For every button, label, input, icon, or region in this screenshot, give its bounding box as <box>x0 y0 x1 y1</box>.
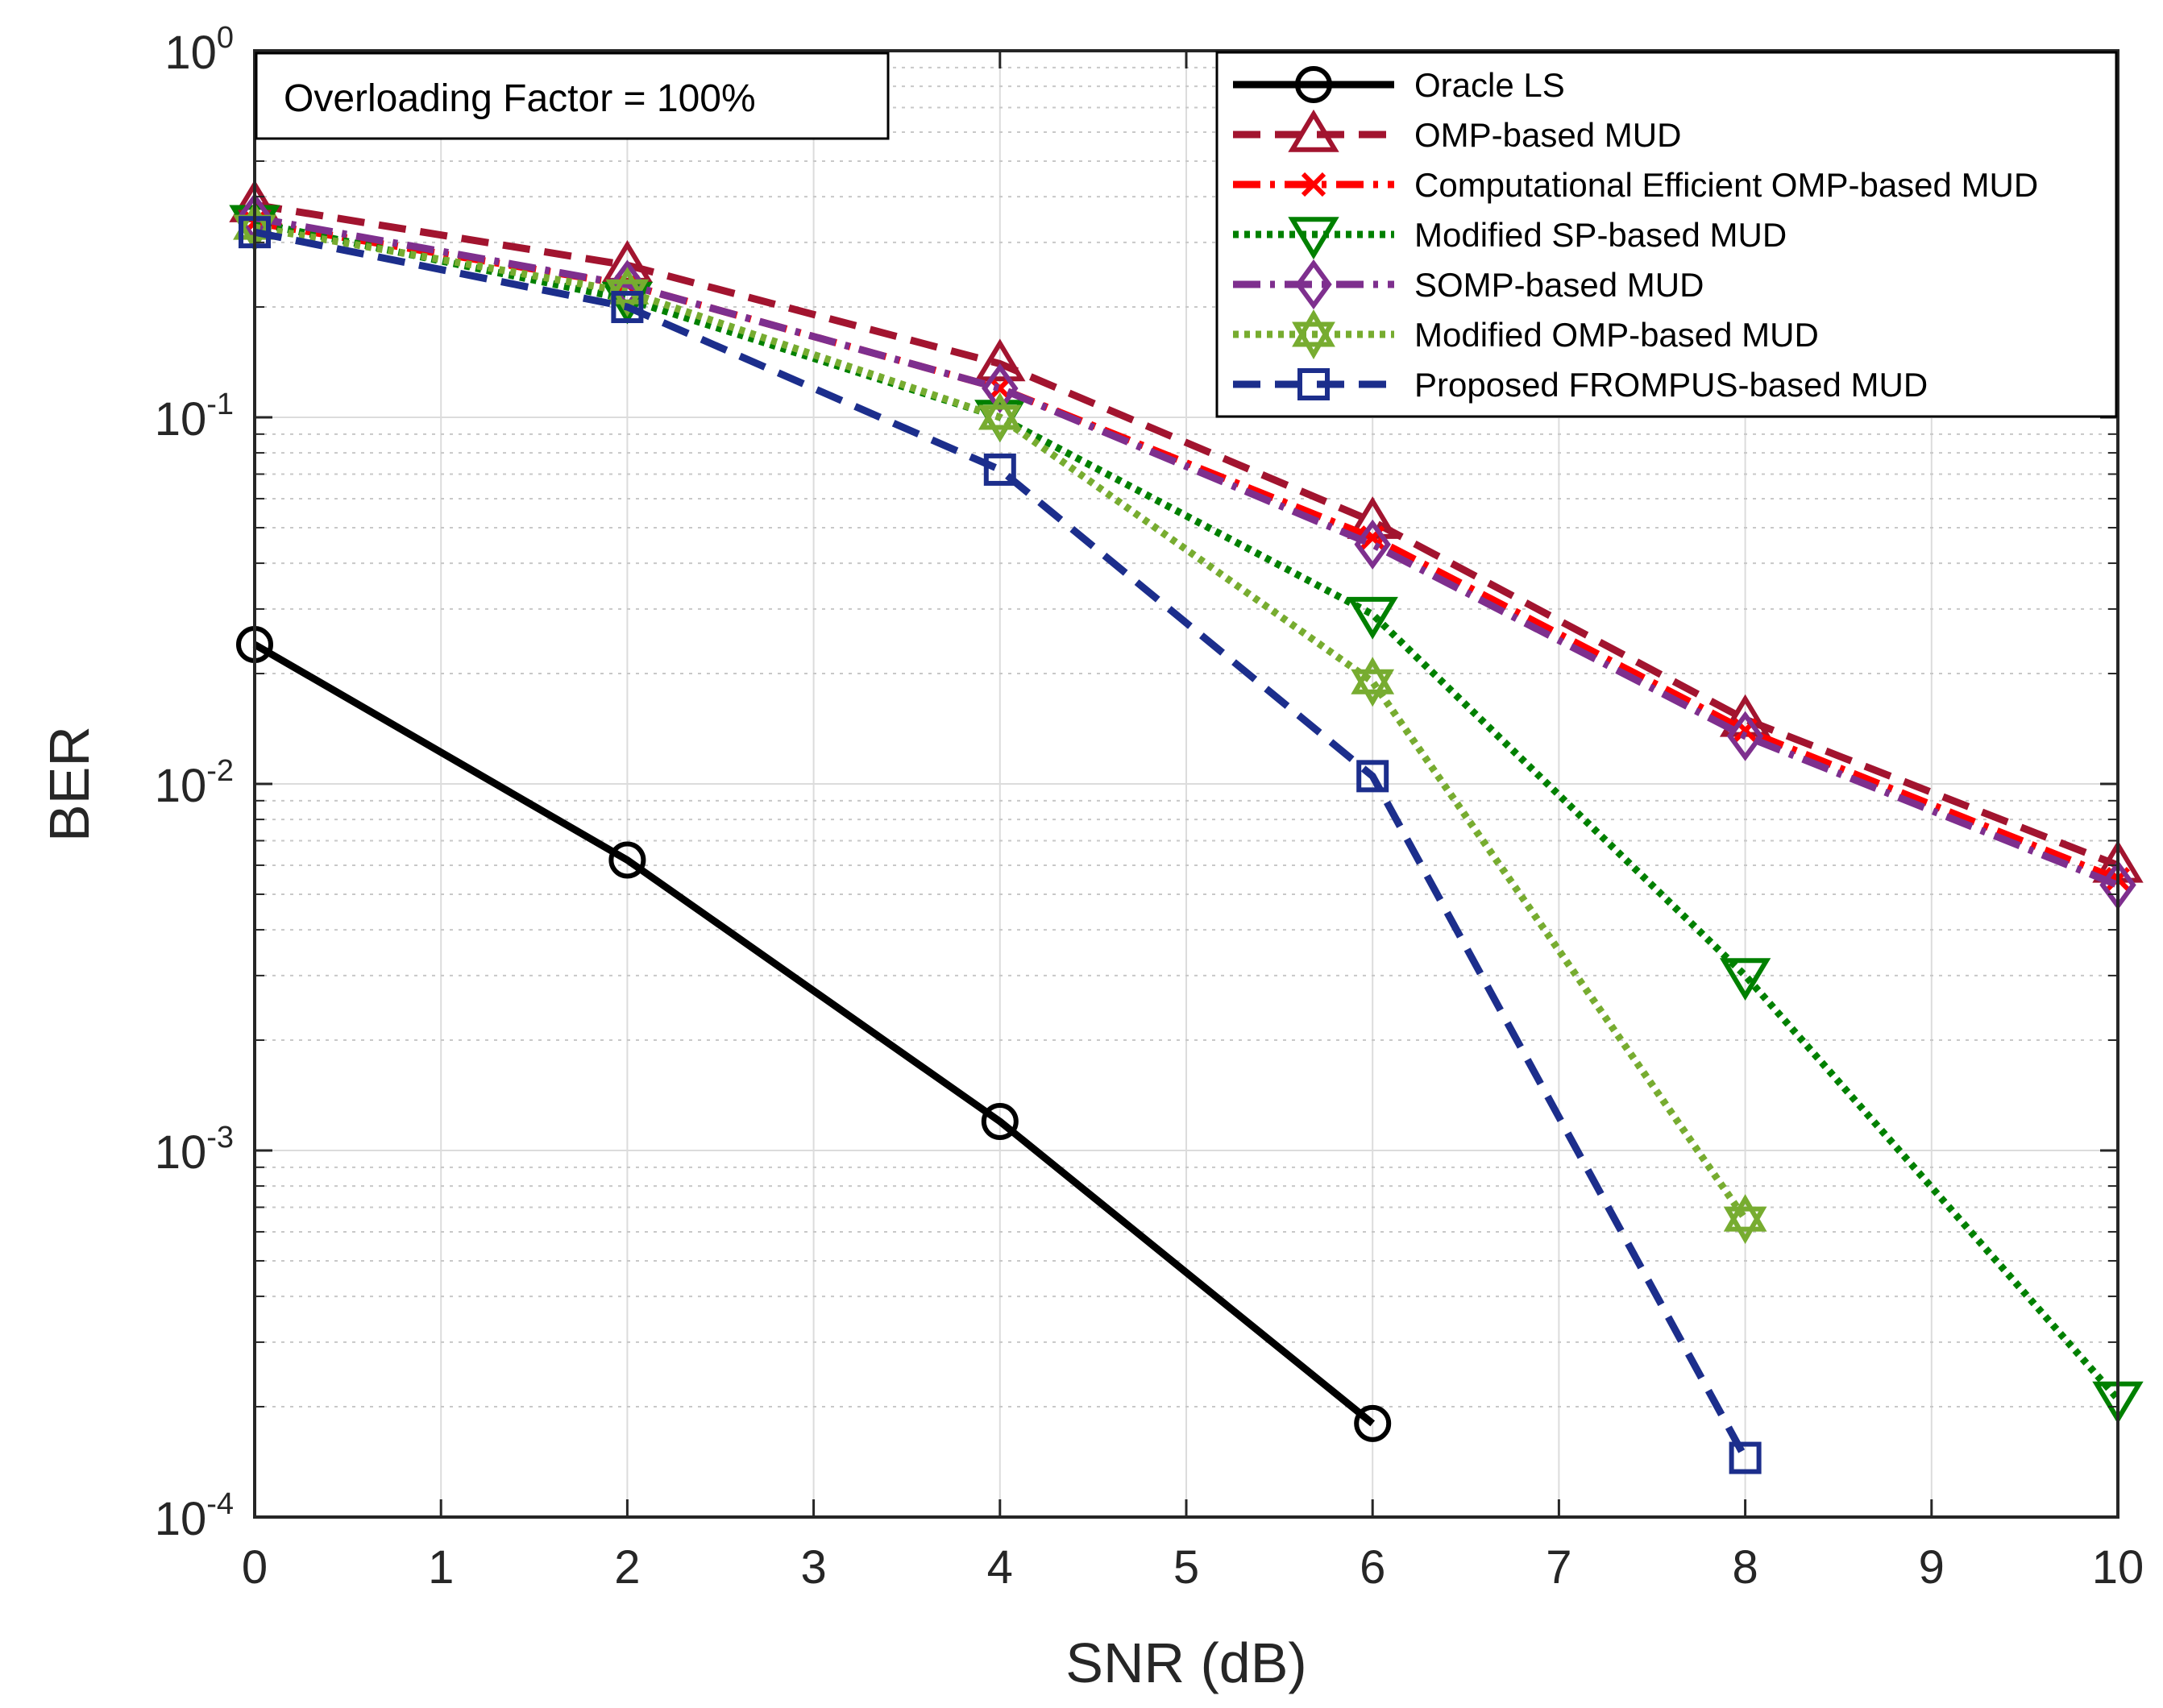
x-tick-label: 7 <box>1546 1541 1571 1594</box>
data-point-somp-based-mud <box>1354 519 1391 570</box>
data-point-proposed-frompus-based-mud <box>1356 760 1389 793</box>
x-tick-label: 10 <box>2092 1541 2144 1594</box>
y-tick-label: 10-2 <box>155 754 234 812</box>
series-line-omp-based-mud <box>254 201 2119 869</box>
series-line-proposed-frompus-based-mud <box>254 228 1749 1460</box>
data-point-oracle-ls <box>1354 1404 1392 1442</box>
axis-labels: SNR (dB) BER <box>38 726 1307 1694</box>
data-point-modified-omp-based-mud-part <box>1723 1194 1767 1232</box>
legend-label-proposed-frompus-based-mud: Proposed FROMPUS-based MUD <box>1414 366 1928 404</box>
legend-marker-oracle-ls <box>1295 66 1332 103</box>
legend-marker-somp-based-mud <box>1295 259 1332 310</box>
data-point-modified-omp-based-mud-part <box>978 392 1022 430</box>
data-point-omp-based-mud <box>974 338 1026 382</box>
legend-label-omp-based-mud: OMP-based MUD <box>1414 116 1681 154</box>
legend-box <box>1215 51 2118 418</box>
y-tick-label: 10-1 <box>155 388 234 446</box>
legend-marker-modified-omp-based-mud-part <box>1292 309 1335 347</box>
legend-entry-modified-sp-based-mud: Modified SP-based MUD <box>1233 216 1787 260</box>
y-axis-label: BER <box>38 726 101 842</box>
data-point-modified-omp-based-mud-part <box>605 267 650 305</box>
legend-entry-oracle-ls: Oracle LS <box>1233 66 1565 104</box>
x-tick-label: 9 <box>1919 1541 1945 1594</box>
series-line-modified-omp-based-mud <box>254 223 1749 1221</box>
data-point-oracle-ls <box>981 1102 1019 1140</box>
data-point-oracle-ls <box>608 841 646 879</box>
legend-label-computational-efficient-omp-based-mud: Computational Efficient OMP-based MUD <box>1414 166 2038 204</box>
data-point-modified-omp-based-mud <box>978 392 1022 442</box>
data-point-modified-omp-based-mud-part <box>605 279 650 317</box>
legend-marker-modified-sp-based-mud <box>1288 217 1339 260</box>
y-tick-label: 100 <box>164 21 234 79</box>
legend-entry-omp-based-mud: OMP-based MUD <box>1233 109 1681 154</box>
series-proposed-frompus-based-mud <box>239 216 1762 1474</box>
data-point-computational-efficient-omp-based-mud <box>987 375 1012 401</box>
x-tick-label: 4 <box>987 1541 1013 1594</box>
legend-label-modified-sp-based-mud: Modified SP-based MUD <box>1414 216 1787 254</box>
series-line-oracle-ls <box>252 641 1376 1427</box>
series-oracle-ls <box>236 626 1392 1442</box>
x-tick-label: 0 <box>242 1541 268 1594</box>
series-line-somp-based-mud <box>254 214 2119 889</box>
x-axis-label: SNR (dB) <box>1065 1631 1306 1694</box>
data-point-modified-omp-based-mud-part <box>1723 1206 1767 1245</box>
data-point-modified-sp-based-mud <box>1347 596 1398 640</box>
data-point-modified-sp-based-mud <box>1719 958 1771 1001</box>
legend-marker-modified-omp-based-mud-part <box>1292 321 1335 359</box>
annotation-text: Overloading Factor = 100% <box>284 77 756 120</box>
data-point-somp-based-mud <box>1726 711 1764 761</box>
legend-entry-proposed-frompus-based-mud: Proposed FROMPUS-based MUD <box>1233 366 1928 404</box>
data-point-modified-omp-based-mud-part <box>978 404 1022 442</box>
data-point-proposed-frompus-based-mud <box>983 453 1016 486</box>
data-point-modified-omp-based-mud-part <box>1351 669 1395 707</box>
legend-label-oracle-ls: Oracle LS <box>1414 66 1565 104</box>
legend-entry-somp-based-mud: SOMP-based MUD <box>1233 259 1704 310</box>
legend-entry-modified-omp-based-mud: Modified OMP-based MUD <box>1233 309 1819 359</box>
legend-label-somp-based-mud: SOMP-based MUD <box>1414 266 1704 304</box>
annotation-box: Overloading Factor = 100% <box>255 52 890 140</box>
legend-marker-proposed-frompus-based-mud <box>1297 368 1330 400</box>
legend-marker-modified-omp-based-mud <box>1292 309 1335 359</box>
plot-series <box>229 180 2144 1474</box>
x-tick-label: 3 <box>800 1541 826 1594</box>
x-tick-label: 6 <box>1360 1541 1385 1594</box>
x-tick-label: 2 <box>614 1541 640 1594</box>
legend-label-modified-omp-based-mud: Modified OMP-based MUD <box>1414 316 1819 354</box>
y-tick-label: 10-3 <box>155 1121 234 1179</box>
x-tick-label: 1 <box>428 1541 454 1594</box>
data-point-modified-omp-based-mud <box>1723 1194 1767 1245</box>
x-tick-label: 8 <box>1732 1541 1758 1594</box>
data-point-modified-omp-based-mud-part <box>1351 657 1395 694</box>
legend-entry-computational-efficient-omp-based-mud: Computational Efficient OMP-based MUD <box>1233 166 2038 204</box>
y-tick-label: 10-4 <box>155 1487 234 1545</box>
axis-ticks: 0 1 2 3 4 5 6 7 8 9 10 100 10-1 10-2 10-3 10-4 <box>155 21 2144 1594</box>
data-point-proposed-frompus-based-mud <box>1729 1441 1762 1474</box>
legend-marker-computational-efficient-omp-based-mud <box>1301 172 1326 197</box>
x-tick-label: 5 <box>1173 1541 1199 1594</box>
legend: Oracle LS OMP-based MUD Computational Effi… <box>1215 51 2118 418</box>
legend-marker-omp-based-mud <box>1288 109 1339 152</box>
data-point-modified-omp-based-mud <box>605 267 650 317</box>
data-point-modified-omp-based-mud <box>1351 657 1395 707</box>
data-point-proposed-frompus-based-mud <box>611 291 644 324</box>
series-line-modified-sp-based-mud <box>254 218 2121 1402</box>
